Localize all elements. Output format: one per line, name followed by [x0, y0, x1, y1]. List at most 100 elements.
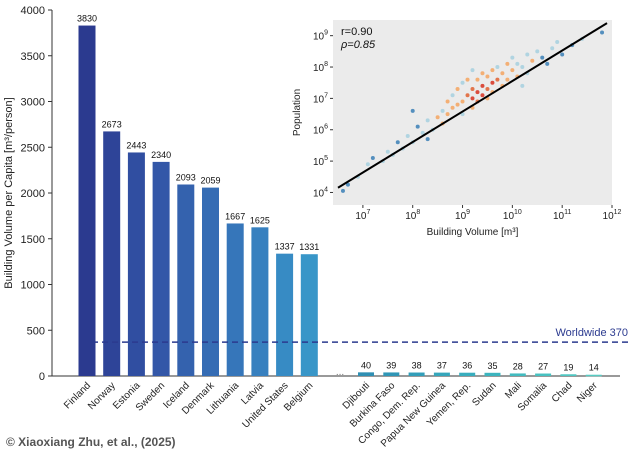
correlation-r-label: r=0.90	[341, 26, 373, 38]
bottom-country-country-label: Niger	[575, 380, 600, 405]
scatter-point	[460, 99, 465, 104]
y-tick-label: 3000	[21, 97, 45, 109]
top-country-value-label: 1337	[275, 242, 295, 252]
scatter-point	[370, 155, 375, 160]
scatter-point	[510, 55, 515, 60]
scatter-point	[490, 80, 495, 85]
scatter-point	[460, 80, 465, 85]
scatter-point	[365, 162, 370, 167]
inset-y-tick-label: 109	[313, 30, 328, 43]
top-country-value-label: 3830	[77, 14, 97, 24]
scatter-point	[415, 124, 420, 129]
scatter-point	[470, 68, 475, 73]
bottom-country-value-label: 28	[513, 361, 523, 371]
scatter-point	[455, 86, 460, 91]
scatter-point	[520, 65, 525, 70]
top-country-value-label: 2340	[151, 150, 171, 160]
top-country-bar	[251, 227, 269, 376]
bottom-country-value-label: 35	[487, 361, 497, 371]
bottom-country-value-label: 37	[437, 361, 447, 371]
scatter-point	[445, 112, 450, 117]
correlation-rho-label: ρ=0.85	[340, 39, 376, 51]
scatter-point	[500, 71, 505, 76]
scatter-point	[520, 83, 525, 88]
top-country-value-label: 1667	[225, 211, 245, 221]
scatter-point	[470, 96, 475, 101]
inset-y-axis-label: Population	[292, 89, 303, 136]
credit-text: © Xiaoxiang Zhu, et al., (2025)	[6, 435, 176, 449]
bottom-country-value-label: 39	[386, 360, 396, 370]
scatter-point	[535, 49, 540, 54]
scatter-point	[480, 83, 485, 88]
inset-x-tick-label: 109	[455, 209, 470, 222]
y-axis-label: Building Volume per Capita [m³/person]	[3, 97, 15, 288]
inset-x-tick-label: 108	[405, 209, 420, 222]
scatter-point	[480, 71, 485, 76]
inset-x-tick-label: 1011	[553, 209, 571, 222]
top-country-bar	[177, 184, 195, 376]
inset-y-tick-label: 104	[313, 186, 328, 199]
scatter-point	[530, 58, 535, 63]
y-tick-label: 0	[39, 371, 45, 383]
inset-x-tick-label: 1010	[503, 209, 522, 222]
top-country-value-label: 2443	[126, 140, 146, 150]
y-tick-label: 1500	[21, 234, 45, 246]
top-country-bar	[300, 254, 318, 376]
bottom-country-bar	[408, 372, 425, 376]
scatter-point	[435, 115, 440, 120]
inset-y-tick-label: 108	[313, 61, 328, 74]
bottom-country-value-label: 40	[361, 360, 371, 370]
scatter-point	[475, 90, 480, 95]
scatter-point	[440, 108, 445, 113]
top-country-bar	[127, 152, 145, 376]
scatter-point	[485, 86, 490, 91]
scatter-point	[470, 86, 475, 91]
bottom-country-country-label: Chad	[550, 380, 575, 405]
scatter-point	[465, 93, 470, 98]
bottom-country-bar	[535, 373, 552, 376]
scatter-point	[490, 68, 495, 73]
scatter-point	[550, 46, 555, 51]
worldwide-reference-label: Worldwide 370	[555, 327, 628, 339]
scatter-point	[425, 137, 430, 142]
scatter-point	[485, 74, 490, 79]
bottom-country-value-label: 36	[462, 361, 472, 371]
inset-y-tick-label: 105	[313, 155, 328, 168]
scatter-point	[465, 77, 470, 82]
y-tick-label: 2000	[21, 188, 45, 200]
scatter-point	[385, 149, 390, 154]
scatter-point	[505, 61, 510, 66]
top-country-value-label: 1331	[299, 242, 319, 252]
bottom-country-country-label: Mali	[503, 380, 524, 401]
scatter-point	[410, 108, 415, 113]
scatter-point	[450, 93, 455, 98]
y-tick-label: 2500	[21, 142, 45, 154]
y-tick-label: 4000	[21, 5, 45, 17]
inset-x-tick-label: 107	[355, 209, 370, 222]
scatter-point	[555, 39, 560, 44]
scatter-point	[505, 77, 510, 82]
top-country-bar	[152, 161, 170, 376]
top-country-bar	[103, 131, 121, 376]
bottom-country-value-label: 14	[589, 363, 599, 373]
y-tick-label: 1000	[21, 280, 45, 292]
inset-x-axis-label: Building Volume [m³]	[427, 227, 519, 238]
scatter-point	[560, 52, 565, 57]
scatter-point	[495, 77, 500, 82]
gap-indicator: ...	[336, 367, 344, 378]
y-tick-label: 3500	[21, 51, 45, 63]
scatter-point	[395, 140, 400, 145]
top-country-value-label: 1625	[250, 215, 270, 225]
bottom-country-bar	[459, 372, 476, 376]
bottom-country-bar	[560, 374, 577, 376]
bottom-country-value-label: 38	[412, 361, 422, 371]
inset-y-tick-label: 106	[313, 124, 328, 137]
scatter-point	[455, 102, 460, 107]
bottom-country-bar	[509, 373, 526, 376]
scatter-point	[525, 52, 530, 57]
bottom-country-value-label: 27	[538, 362, 548, 372]
scatter-point	[425, 118, 430, 123]
scatter-point	[515, 61, 520, 66]
inset-x-tick-label: 1012	[603, 209, 622, 222]
